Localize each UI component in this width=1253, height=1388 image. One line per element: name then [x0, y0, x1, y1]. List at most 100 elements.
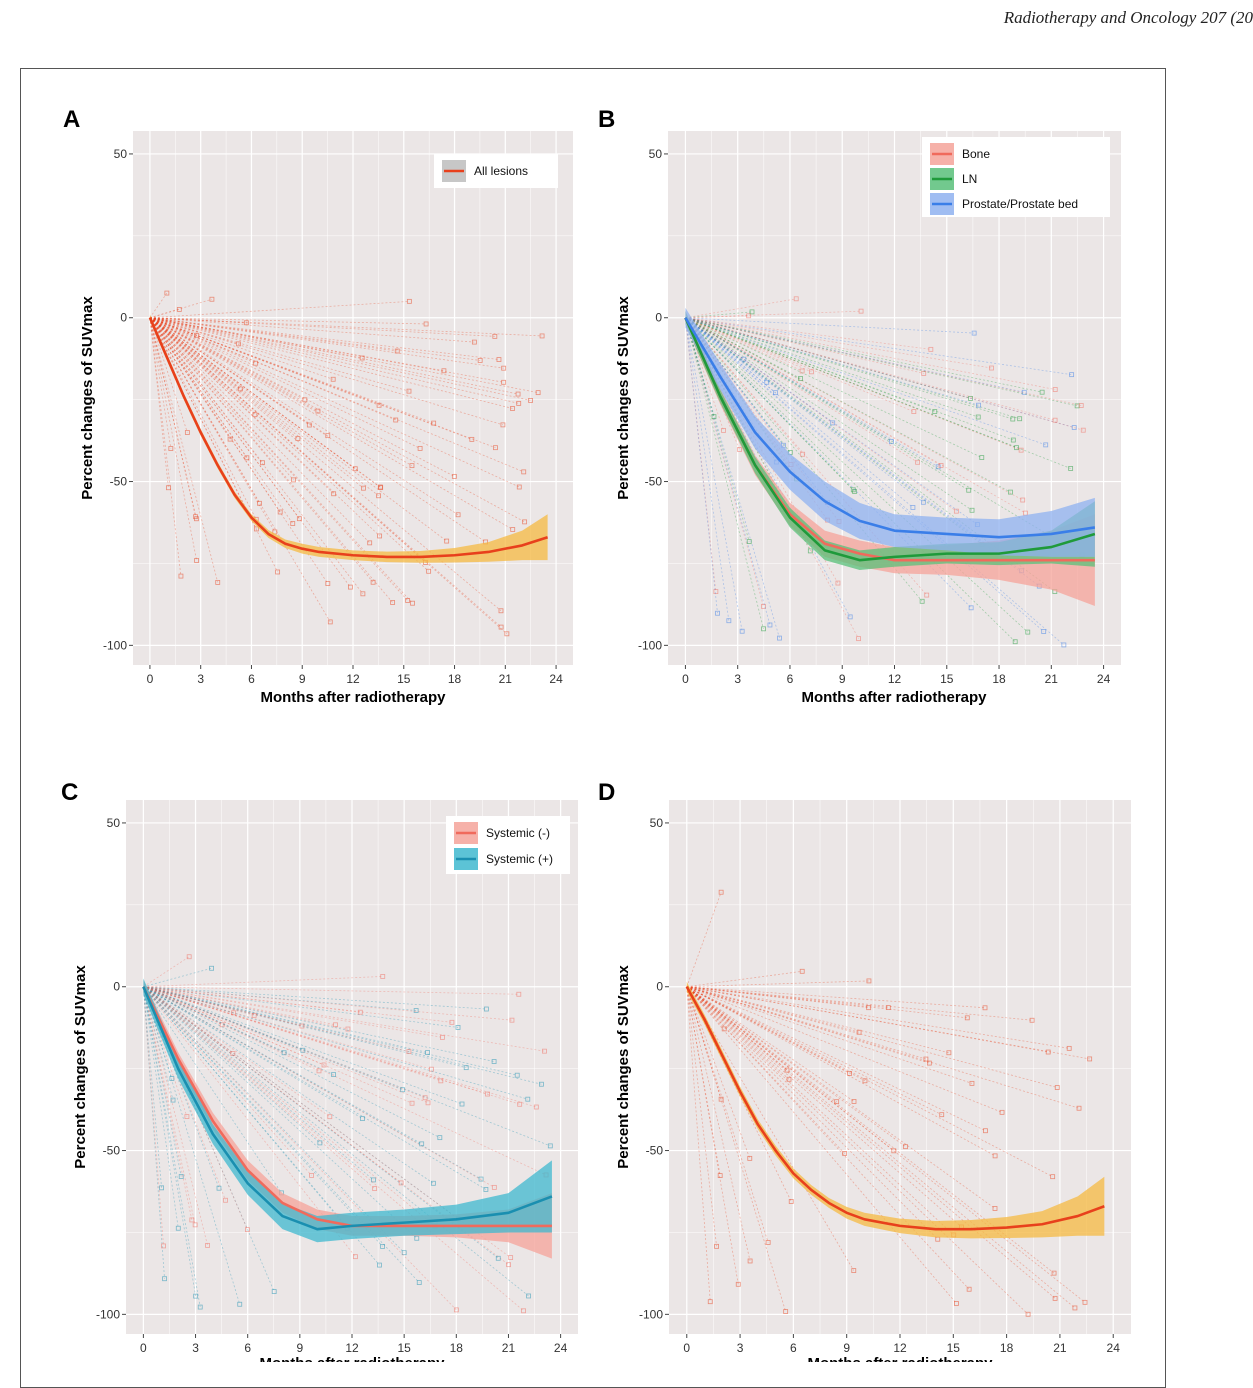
- lesion-point: [834, 1099, 840, 1105]
- lesion-point: [739, 628, 745, 634]
- x-tick-label: 6: [248, 672, 255, 686]
- lesion-trajectory: [149, 317, 504, 369]
- lesion-point: [449, 1019, 455, 1025]
- lesion-trajectory: [149, 317, 182, 577]
- lesion-point: [1010, 437, 1016, 443]
- y-tick-label: 50: [107, 816, 121, 830]
- lesion-point: [862, 1078, 868, 1084]
- lesion-point: [1066, 1045, 1072, 1051]
- lesion-point: [521, 469, 527, 475]
- x-tick-label: 6: [790, 1341, 797, 1355]
- lesion-point: [539, 333, 545, 339]
- lesion-point: [919, 598, 925, 604]
- lesion-trajectory: [149, 317, 504, 426]
- lesion-trajectory: [686, 986, 769, 1243]
- lesion-point: [492, 333, 498, 339]
- lesion-point: [193, 514, 198, 520]
- lesion-point: [455, 512, 461, 518]
- lesion-point: [514, 1072, 520, 1078]
- lesion-trajectory: [685, 317, 717, 592]
- lesion-trajectory: [143, 986, 349, 1030]
- lesion-trajectory: [143, 986, 234, 1054]
- lesion-point: [423, 321, 429, 327]
- lesion-point: [735, 1281, 741, 1287]
- y-tick-label: 0: [656, 980, 663, 994]
- y-tick-label: -100: [96, 1307, 120, 1321]
- x-tick-label: 12: [893, 1341, 907, 1355]
- lesion-trajectory: [143, 986, 321, 1144]
- x-tick-label: 24: [1097, 672, 1111, 686]
- lesion-point: [223, 1197, 228, 1203]
- lesion-trajectory: [149, 317, 380, 406]
- lesion-point: [422, 1095, 428, 1101]
- lesion-trajectory: [686, 986, 906, 1147]
- lesion-trajectory: [686, 986, 1003, 1113]
- lesion-point: [510, 527, 516, 532]
- x-tick-label: 3: [192, 1341, 199, 1355]
- lesion-trajectory: [685, 317, 803, 372]
- lesion-trajectory: [685, 317, 1075, 428]
- lesion-trajectory: [143, 986, 537, 1108]
- lesion-trajectory: [686, 986, 866, 1082]
- x-tick-label: 24: [554, 1341, 568, 1355]
- lesion-trajectory: [685, 317, 1026, 514]
- lesion-point: [764, 379, 770, 385]
- lesion-trajectory: [685, 317, 969, 491]
- x-tick-label: 21: [1045, 672, 1059, 686]
- lesion-trajectory: [149, 317, 543, 337]
- x-tick-label: 15: [397, 1341, 411, 1355]
- lesion-trajectory: [149, 317, 496, 449]
- y-tick-label: 50: [649, 147, 663, 161]
- x-axis-title: Months after radiotherapy: [259, 1355, 445, 1362]
- lesion-point: [398, 1180, 404, 1186]
- lesion-trajectory: [685, 317, 750, 542]
- lesion-trajectory: [143, 986, 422, 1145]
- lesion-trajectory: [142, 986, 197, 1297]
- lesion-point: [197, 1304, 203, 1310]
- y-tick-label: -50: [645, 475, 663, 489]
- lesion-point: [799, 368, 805, 374]
- lesion-trajectory: [685, 317, 924, 374]
- lesion-trajectory: [149, 317, 486, 543]
- lesion-point: [525, 1096, 531, 1102]
- lesion-point: [360, 1116, 365, 1121]
- lesion-point: [331, 491, 337, 497]
- lesion-point: [281, 1050, 287, 1056]
- lesion-point: [216, 1185, 222, 1191]
- lesion-trajectory: [149, 317, 519, 404]
- lesion-point: [920, 499, 926, 505]
- lesion-point: [469, 436, 475, 442]
- lesion-trajectory: [685, 317, 923, 602]
- x-tick-label: 24: [1107, 1341, 1121, 1355]
- lesion-point: [515, 391, 521, 397]
- x-tick-label: 15: [940, 672, 954, 686]
- lesion-point: [359, 355, 365, 361]
- lesion-point: [509, 1017, 515, 1023]
- legend-label: All lesions: [474, 164, 528, 178]
- x-tick-label: 18: [450, 1341, 464, 1355]
- lesion-point: [851, 1099, 857, 1104]
- lesion-point: [786, 1076, 792, 1082]
- lesion-trajectory: [685, 317, 1056, 592]
- lesion-point: [783, 1309, 789, 1314]
- lesion-trajectory: [143, 986, 331, 1118]
- lesion-point: [850, 487, 856, 493]
- lesion-point: [721, 427, 726, 433]
- lesion-point: [291, 477, 296, 483]
- y-tick-label: 0: [113, 980, 120, 994]
- y-axis-title: Percent changes of SUVmax: [72, 965, 89, 1169]
- lesion-trajectory: [142, 986, 162, 1188]
- lesion-trajectory: [685, 317, 982, 458]
- x-tick-label: 0: [682, 672, 689, 686]
- panel-letter: B: [598, 106, 615, 133]
- lesion-trajectory: [149, 317, 197, 336]
- lesion-point: [932, 409, 938, 414]
- lesion-trajectory: [685, 317, 939, 468]
- lesion-point: [1078, 403, 1084, 408]
- lesion-point: [746, 313, 752, 319]
- lesion-trajectory: [143, 986, 509, 1265]
- lesion-trajectory: [149, 317, 363, 359]
- lesion-point: [378, 485, 384, 491]
- lesion-trajectory: [143, 986, 282, 1194]
- lesion-point: [761, 603, 766, 609]
